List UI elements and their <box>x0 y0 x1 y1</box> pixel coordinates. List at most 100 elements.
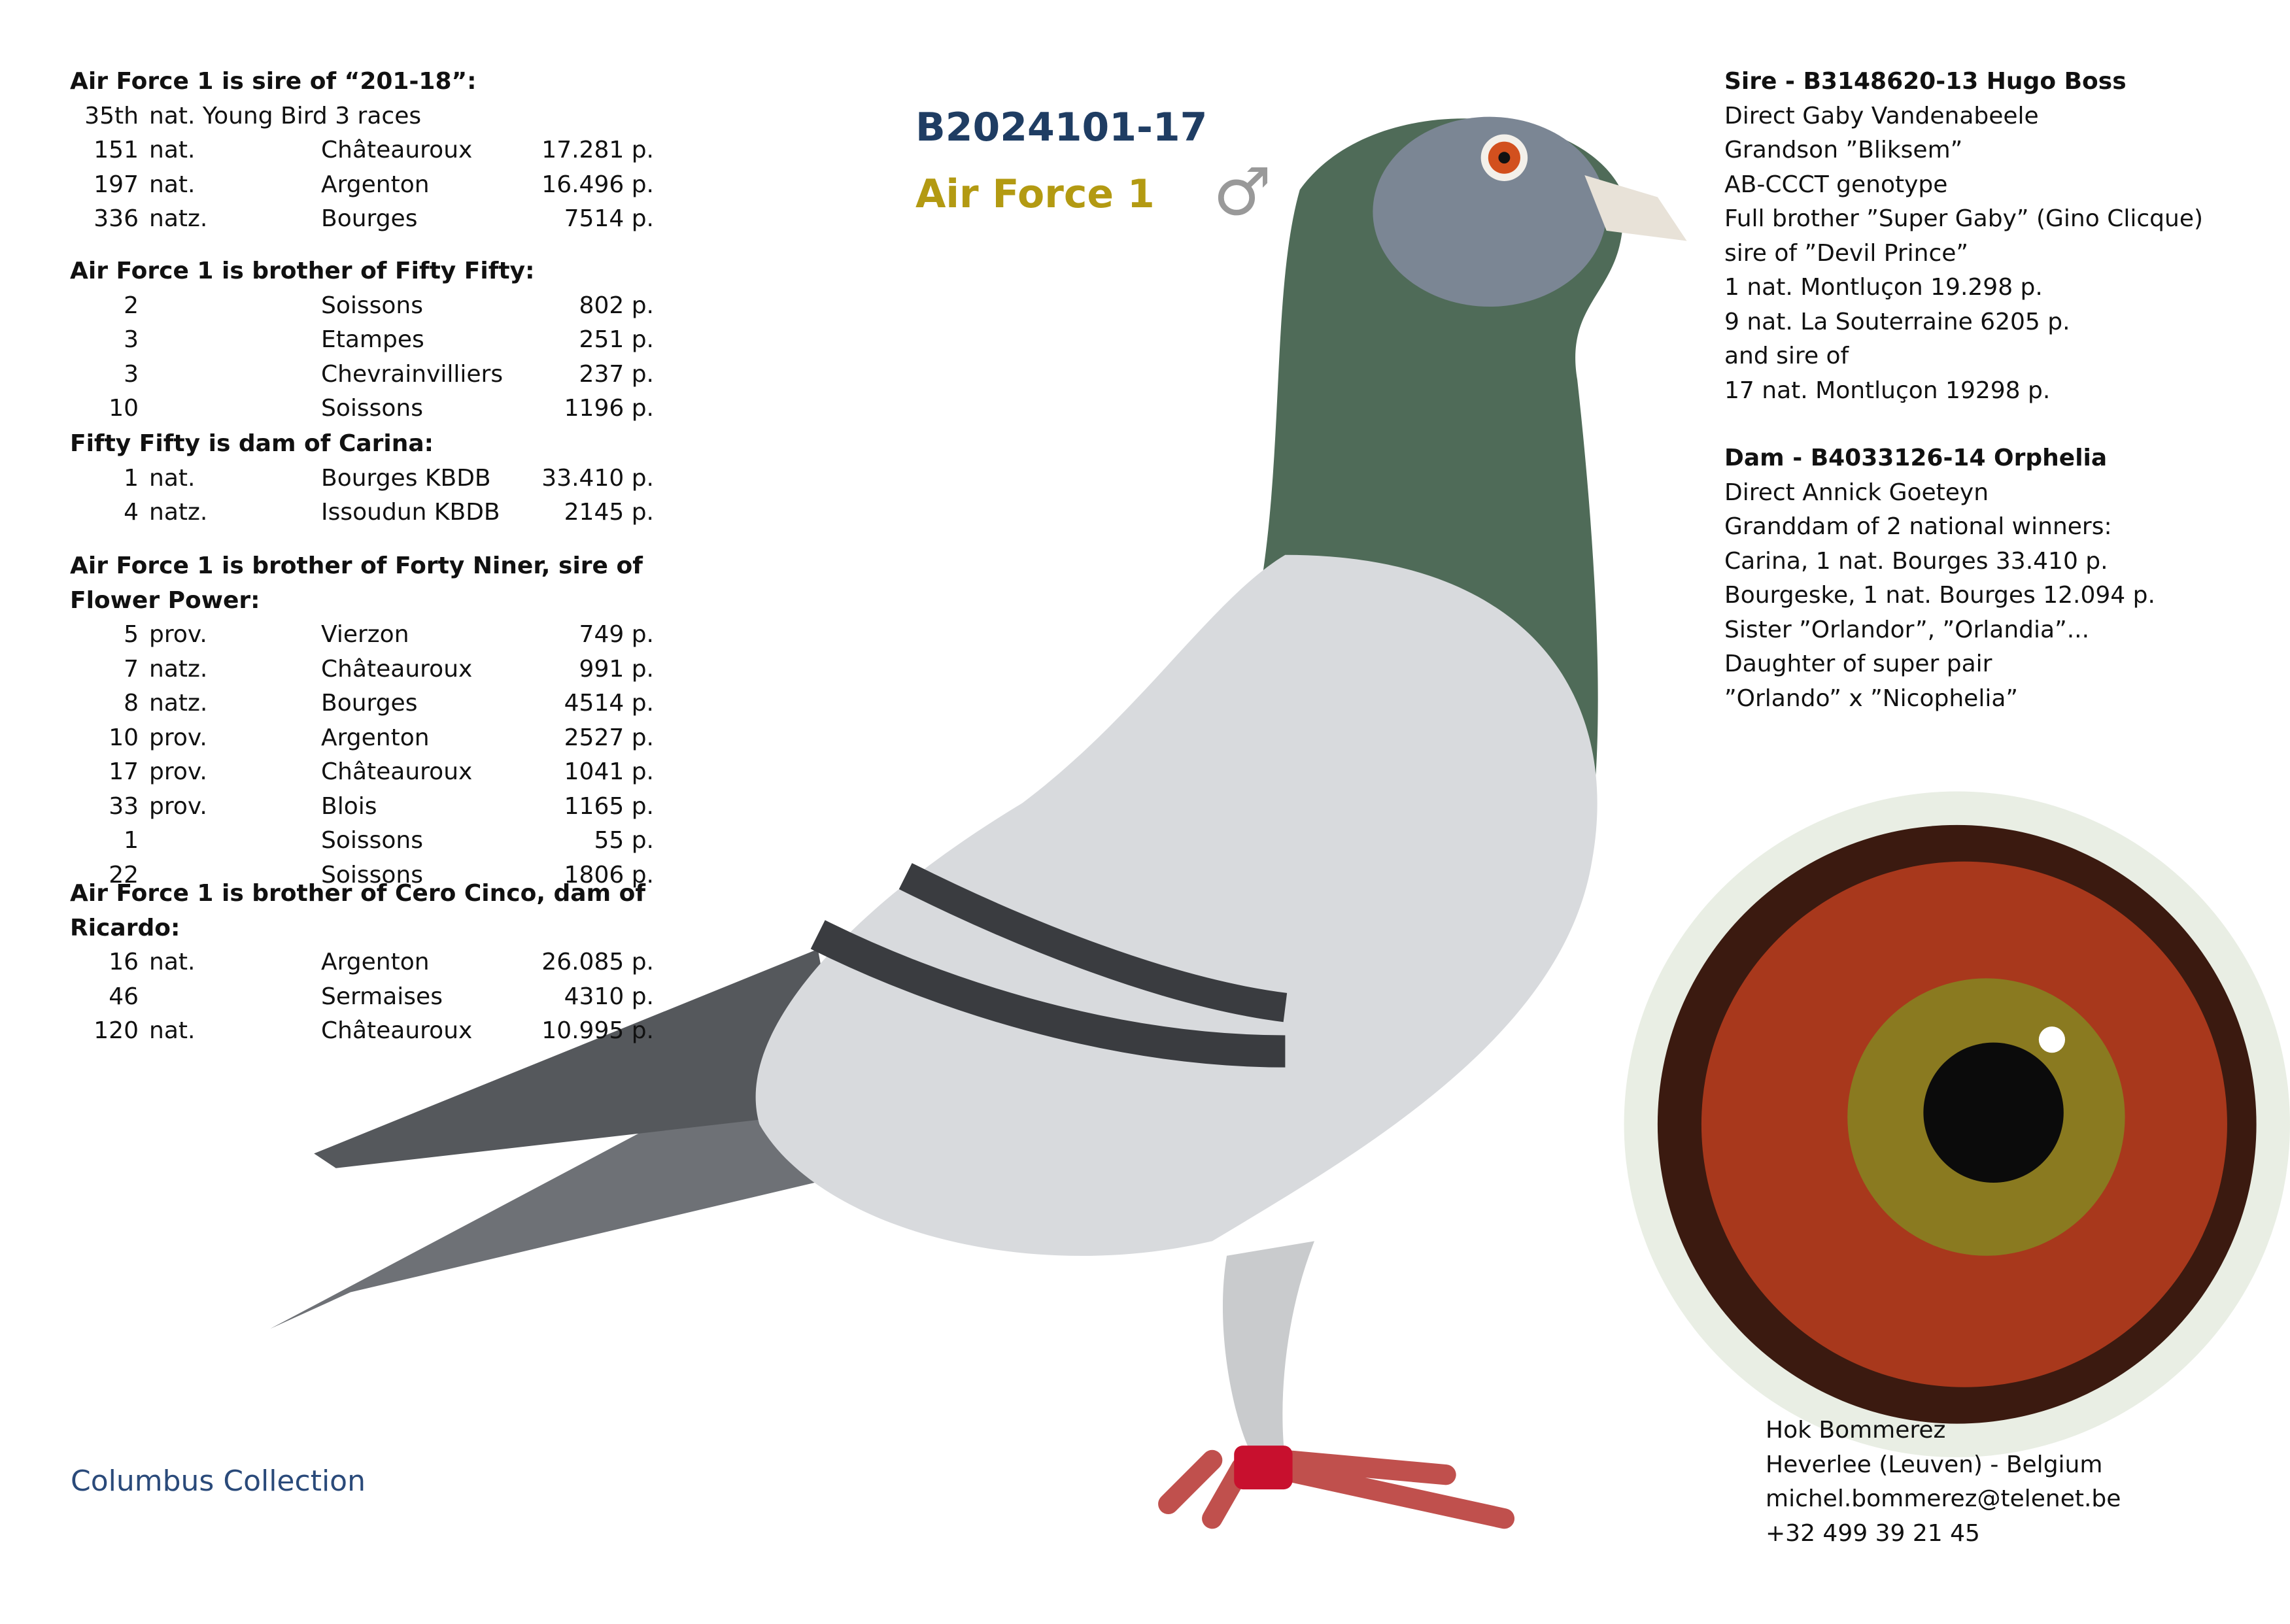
result-place: Bourges KBDB <box>321 464 491 492</box>
result-place: Argenton <box>321 949 430 975</box>
result-rank: 5 <box>124 621 139 648</box>
result-points: 10.995 p. <box>541 1017 654 1044</box>
result-place: Châteauroux <box>321 137 473 163</box>
eye-photo <box>1624 791 2290 1457</box>
performance-section: Fifty Fifty is dam of Carina: 1 nat. Bourge… <box>70 427 654 530</box>
result-row: 1 Soissons 55 p. <box>70 824 654 858</box>
section-heading: Air Force 1 is brother of Forty Niner, s… <box>70 552 643 614</box>
result-points: 33.410 p. <box>541 464 654 492</box>
result-place: Sermaises <box>321 983 443 1010</box>
dam-line: Direct Annick Goeteyn <box>1724 479 1989 506</box>
result-points: 1165 p. <box>564 792 654 820</box>
result-rank: 3 <box>124 360 139 388</box>
result-points: 2527 p. <box>564 724 654 751</box>
result-rank: 3 <box>124 326 139 353</box>
result-place: Vierzon <box>321 621 409 648</box>
result-row: 3 Etampes 251 p. <box>70 323 654 358</box>
performance-section: Air Force 1 is sire of “201-18”: 35th nat.… <box>70 65 654 237</box>
result-points: 2145 p. <box>564 499 654 526</box>
result-rank: 1 <box>124 827 139 854</box>
result-row: 8 natz. Bourges 4514 p. <box>70 686 654 721</box>
result-rank: 33 <box>109 792 139 820</box>
result-row: 33 prov. Blois 1165 p. <box>70 790 654 824</box>
result-row: 17 prov. Châteauroux 1041 p. <box>70 755 654 790</box>
contact-line: michel.bommerez@telenet.be <box>1766 1485 2121 1512</box>
contact-line: Hok Bommerez <box>1766 1417 1946 1444</box>
result-level: nat. <box>149 171 196 198</box>
result-place: Bourges <box>321 690 418 717</box>
result-rank: 1 <box>124 464 139 492</box>
result-level: nat. <box>149 949 196 975</box>
result-place: Châteauroux <box>321 655 473 683</box>
result-row: 151 nat. Châteauroux 17.281 p. <box>70 133 654 168</box>
sire-line: 9 nat. La Souterraine 6205 p. <box>1724 308 2070 335</box>
result-row: 7 natz. Châteauroux 991 p. <box>70 652 654 687</box>
section-heading: Air Force 1 is brother of Fifty Fifty: <box>70 258 535 284</box>
result-points: 251 p. <box>579 326 654 353</box>
result-level: natz. <box>149 655 208 683</box>
result-place: Etampes <box>321 326 424 353</box>
result-place: Chevrainvilliers <box>321 360 504 388</box>
section-heading: Fifty Fifty is dam of Carina: <box>70 430 434 457</box>
result-rank: 151 <box>94 137 139 163</box>
result-place: Soissons <box>321 395 423 422</box>
result-rank: 17 <box>109 758 139 785</box>
ring-number: B2024101-17 <box>915 105 1208 150</box>
sire-line: Full brother ”Super Gaby” (Gino Clicque) <box>1724 205 2204 232</box>
performance-section: Air Force 1 is brother of Forty Niner, s… <box>70 549 654 892</box>
result-points: 55 p. <box>594 827 654 854</box>
result-rank: 7 <box>124 655 139 683</box>
result-rank: 336 <box>94 205 139 232</box>
result-rank: 46 <box>109 983 139 1010</box>
result-row: 120 nat. Châteauroux 10.995 p. <box>70 1014 654 1049</box>
result-place: Blois <box>321 792 377 820</box>
result-row: 46 Sermaises 4310 p. <box>70 980 654 1015</box>
result-place: Argenton <box>321 724 430 751</box>
result-place: Châteauroux <box>321 758 473 785</box>
result-row: 5 prov. Vierzon 749 p. <box>70 618 654 652</box>
result-row: 16 nat. Argenton 26.085 p. <box>70 945 654 980</box>
result-place: Bourges <box>321 205 418 232</box>
result-points: 237 p. <box>579 360 654 388</box>
sire-line: and sire of <box>1724 343 1849 369</box>
result-row: 197 nat. Argenton 16.496 p. <box>70 168 654 203</box>
result-row: 1 nat. Bourges KBDB 33.410 p. <box>70 462 654 496</box>
result-rank: 4 <box>124 499 139 526</box>
result-place: Issoudun KBDB <box>321 499 500 526</box>
result-place: Soissons <box>321 827 423 854</box>
dam-block: Dam - B4033126-14 Orphelia Direct Annick … <box>1724 441 2155 716</box>
dam-line: Granddam of 2 national winners: <box>1724 513 2112 540</box>
result-rank: 35th <box>84 102 139 129</box>
result-place: Soissons <box>321 861 423 888</box>
result-level: prov. <box>149 792 207 820</box>
result-rank: 10 <box>109 724 139 751</box>
result-points: 802 p. <box>579 292 654 319</box>
result-row: 22 Soissons 1806 p. <box>70 858 654 893</box>
result-rank: 22 <box>109 861 139 888</box>
result-level: nat. Young Bird 3 races <box>149 102 422 129</box>
result-points: 26.085 p. <box>541 949 654 975</box>
result-level: natz. <box>149 690 208 717</box>
dam-line: ”Orlando” x ”Nicophelia” <box>1724 685 2019 712</box>
result-row: 2 Soissons 802 p. <box>70 289 654 324</box>
result-row: 336 natz. Bourges 7514 p. <box>70 202 654 237</box>
sire-line: sire of ”Devil Prince” <box>1724 239 1969 267</box>
result-points: 4310 p. <box>564 983 654 1010</box>
result-rank: 197 <box>94 171 139 198</box>
result-row: 3 Chevrainvilliers 237 p. <box>70 358 654 392</box>
contact-line: +32 499 39 21 45 <box>1766 1519 1980 1547</box>
result-rank: 120 <box>94 1017 139 1044</box>
result-rank: 16 <box>109 949 139 975</box>
result-level: natz. <box>149 205 208 232</box>
result-rank: 2 <box>124 292 139 319</box>
pigeon-name: Air Force 1 <box>915 171 1155 217</box>
result-level: nat. <box>149 464 196 492</box>
result-place: Argenton <box>321 171 430 198</box>
dam-heading: Dam - B4033126-14 Orphelia <box>1724 445 2108 471</box>
brand: Columbus Collection <box>71 1464 366 1498</box>
result-rank: 10 <box>109 395 139 422</box>
dam-line: Carina, 1 nat. Bourges 33.410 p. <box>1724 547 2108 575</box>
result-points: 7514 p. <box>564 205 654 232</box>
performance-section: Air Force 1 is brother of Cero Cinco, da… <box>70 877 654 1049</box>
